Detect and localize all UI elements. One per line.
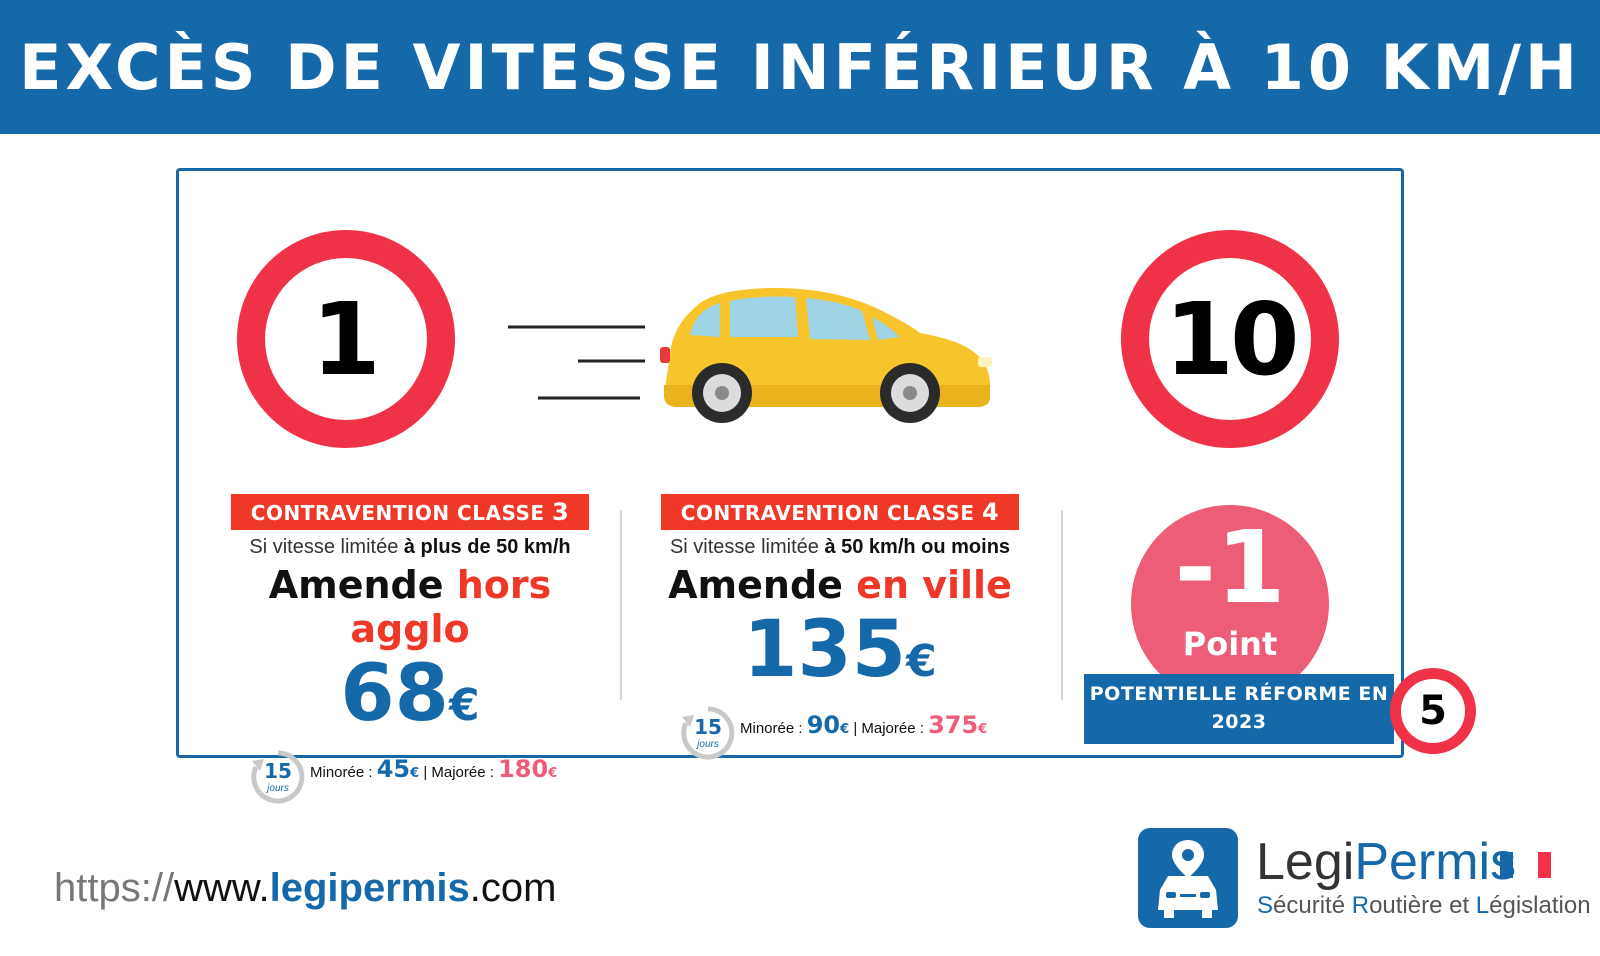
minoree-label: Minorée : bbox=[740, 720, 807, 737]
brand-permis: Permis bbox=[1354, 833, 1517, 891]
tag-part-2: outière et bbox=[1369, 892, 1476, 919]
url-www: www. bbox=[174, 866, 270, 910]
clock-arrow-icon bbox=[681, 706, 735, 760]
days-label: jours bbox=[697, 739, 719, 750]
badge-class-number: 3 bbox=[551, 498, 570, 526]
minoree-label: Minorée : bbox=[310, 764, 377, 781]
yellow-car-icon bbox=[660, 287, 992, 423]
minoree-majoree: Minorée : 45€ | Majorée : 180€ bbox=[310, 755, 557, 783]
speed-sign-5: 5 bbox=[1390, 668, 1476, 754]
speed-condition: Si vitesse limitée à plus de 50 km/h bbox=[210, 536, 610, 559]
majoree-currency: € bbox=[978, 722, 988, 737]
reduced-increased-row: 15 jours Minorée : 90€ | Majorée : 375€ bbox=[640, 705, 1040, 761]
divider-right bbox=[1061, 510, 1063, 700]
amende-label: Amende bbox=[268, 563, 457, 607]
days-label: jours bbox=[267, 783, 289, 794]
minoree-value: 90 bbox=[806, 711, 841, 739]
en-ville-column: CONTRAVENTION CLASSE 4 Si vitesse limité… bbox=[640, 494, 1040, 761]
fine-value: 135 bbox=[743, 605, 907, 695]
speed-condition: Si vitesse limitée à 50 km/h ou moins bbox=[640, 536, 1040, 559]
point-loss-value: -1 bbox=[1174, 509, 1286, 626]
point-loss-label: Point bbox=[1182, 625, 1278, 663]
brand-tagline: Sécurité Routière et Législation bbox=[1257, 892, 1591, 920]
page-title: EXCÈS DE VITESSE INFÉRIEUR À 10 KM/H bbox=[19, 30, 1581, 104]
reform-line-2: 2023 bbox=[1211, 711, 1267, 733]
condition-bold: à 50 km/h ou moins bbox=[824, 536, 1011, 558]
minoree-currency: € bbox=[840, 722, 850, 737]
majoree-label: | Majorée : bbox=[849, 720, 929, 737]
minoree-value: 45 bbox=[376, 755, 411, 783]
condition-bold: à plus de 50 km/h bbox=[403, 536, 571, 558]
minoree-currency: € bbox=[410, 766, 420, 781]
majoree-currency: € bbox=[548, 766, 558, 781]
url-prefix: https:// bbox=[54, 866, 175, 910]
class-3-badge: CONTRAVENTION CLASSE 3 bbox=[230, 494, 590, 530]
url-tld: .com bbox=[469, 866, 557, 910]
reform-banner: POTENTIELLE RÉFORME EN 2023 bbox=[1084, 674, 1394, 744]
hors-agglo-column: CONTRAVENTION CLASSE 3 Si vitesse limité… bbox=[210, 494, 610, 805]
minoree-majoree: Minorée : 90€ | Majorée : 375€ bbox=[740, 711, 987, 739]
amende-place: hors agglo bbox=[350, 563, 552, 651]
majoree-label: | Majorée : bbox=[419, 764, 499, 781]
fine-value: 68 bbox=[340, 649, 449, 739]
badge-label: CONTRAVENTION CLASSE bbox=[250, 501, 552, 525]
fine-currency: € bbox=[906, 636, 937, 687]
url-domain: legipermis bbox=[269, 866, 470, 910]
tag-s: S bbox=[1257, 892, 1274, 919]
point-loss-circle: -1 Point bbox=[1131, 505, 1329, 703]
condition-prefix: Si vitesse limitée bbox=[669, 536, 825, 558]
speed-sign-10: 10 bbox=[1121, 230, 1339, 448]
speed-sign-1-value: 1 bbox=[311, 280, 381, 398]
condition-prefix: Si vitesse limitée bbox=[249, 536, 404, 558]
class-4-badge: CONTRAVENTION CLASSE 4 bbox=[660, 494, 1020, 530]
brand-name: LegiPermis bbox=[1256, 832, 1516, 892]
website-url[interactable]: https://www.legipermis.com bbox=[54, 866, 556, 911]
fine-currency: € bbox=[448, 680, 480, 731]
tag-r: R bbox=[1351, 892, 1370, 919]
brand-legi: Legi bbox=[1256, 833, 1355, 891]
clock-arrow-icon bbox=[251, 750, 305, 804]
reduced-increased-row: 15 jours Minorée : 45€ | Majorée : 180€ bbox=[210, 749, 610, 805]
speed-lines bbox=[508, 325, 645, 400]
speed-sign-5-value: 5 bbox=[1419, 688, 1447, 734]
tag-part-1: écurité bbox=[1273, 892, 1352, 919]
amende-heading: Amende hors agglo bbox=[210, 563, 610, 651]
speed-sign-10-value: 10 bbox=[1164, 280, 1299, 398]
amende-label: Amende bbox=[668, 563, 857, 607]
title-banner: EXCÈS DE VITESSE INFÉRIEUR À 10 KM/H bbox=[0, 0, 1600, 134]
fine-amount: 68€ bbox=[210, 653, 610, 747]
flag-blue bbox=[1500, 852, 1513, 878]
tag-l: L bbox=[1475, 892, 1490, 919]
amende-heading: Amende en ville bbox=[640, 563, 1040, 607]
badge-class-number: 4 bbox=[981, 498, 1000, 526]
days-number: 15 bbox=[694, 715, 722, 739]
tag-part-3: égislation bbox=[1489, 892, 1591, 919]
flag-white bbox=[1519, 852, 1532, 878]
speed-sign-1: 1 bbox=[237, 230, 455, 448]
divider-left bbox=[620, 510, 622, 700]
badge-label: CONTRAVENTION CLASSE bbox=[680, 501, 982, 525]
legipermis-logo-icon bbox=[1138, 828, 1238, 928]
flag-red bbox=[1538, 852, 1551, 878]
reform-line-1: POTENTIELLE RÉFORME EN bbox=[1089, 683, 1389, 705]
majoree-value: 180 bbox=[498, 755, 549, 783]
fine-amount: 135€ bbox=[640, 609, 1040, 703]
amende-place: en ville bbox=[856, 563, 1012, 607]
car-location-icon bbox=[1158, 840, 1218, 918]
days-number: 15 bbox=[264, 759, 292, 783]
majoree-value: 375 bbox=[928, 711, 979, 739]
